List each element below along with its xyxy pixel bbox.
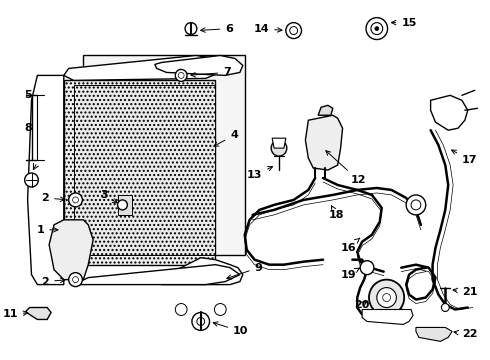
Circle shape: [286, 23, 301, 39]
Text: 5: 5: [24, 90, 32, 100]
Circle shape: [175, 303, 187, 315]
Circle shape: [366, 18, 388, 40]
Text: 7: 7: [191, 67, 231, 77]
Text: 3: 3: [100, 190, 117, 203]
Polygon shape: [362, 310, 413, 324]
Circle shape: [24, 173, 38, 187]
Circle shape: [73, 197, 78, 203]
Text: 17: 17: [452, 150, 477, 165]
Circle shape: [375, 27, 379, 31]
Text: 11: 11: [2, 310, 27, 319]
Polygon shape: [74, 265, 240, 285]
Circle shape: [441, 303, 449, 311]
Text: 10: 10: [213, 322, 248, 336]
Circle shape: [371, 23, 383, 35]
Text: 8: 8: [24, 123, 32, 133]
Text: 14: 14: [254, 24, 282, 33]
Circle shape: [377, 288, 396, 307]
Polygon shape: [416, 328, 452, 341]
Circle shape: [175, 69, 187, 81]
Circle shape: [406, 195, 426, 215]
Circle shape: [178, 72, 184, 78]
Text: 22: 22: [454, 329, 477, 339]
Polygon shape: [118, 195, 132, 215]
Polygon shape: [272, 138, 286, 148]
Circle shape: [73, 276, 78, 283]
Bar: [74, 85, 216, 255]
Polygon shape: [25, 307, 51, 319]
Circle shape: [369, 280, 404, 315]
Text: 13: 13: [247, 167, 272, 180]
Circle shape: [215, 303, 226, 315]
Text: 2: 2: [41, 276, 65, 287]
Polygon shape: [318, 105, 333, 115]
Text: 2: 2: [41, 193, 65, 203]
Text: 1: 1: [36, 225, 58, 235]
Polygon shape: [155, 55, 243, 75]
Circle shape: [197, 318, 205, 325]
Circle shape: [271, 140, 287, 156]
Circle shape: [185, 23, 197, 35]
Bar: [83, 55, 245, 255]
Circle shape: [360, 261, 374, 275]
Polygon shape: [64, 55, 230, 80]
Circle shape: [69, 193, 82, 207]
Circle shape: [118, 200, 127, 210]
Circle shape: [290, 27, 297, 35]
Polygon shape: [162, 258, 243, 285]
Text: 21: 21: [453, 287, 477, 297]
Text: 18: 18: [329, 206, 344, 220]
Text: 4: 4: [214, 130, 238, 146]
Polygon shape: [49, 220, 93, 280]
Text: 16: 16: [341, 238, 360, 253]
Polygon shape: [431, 95, 468, 130]
Text: 12: 12: [326, 151, 366, 185]
Polygon shape: [305, 115, 343, 170]
Polygon shape: [27, 75, 64, 285]
Circle shape: [192, 312, 210, 330]
Text: 15: 15: [392, 18, 416, 28]
Circle shape: [411, 200, 421, 210]
Text: 20: 20: [354, 300, 369, 310]
Text: 6: 6: [201, 24, 233, 33]
Text: 19: 19: [341, 268, 359, 280]
Text: 9: 9: [227, 263, 263, 279]
Circle shape: [69, 273, 82, 287]
Bar: [64, 80, 216, 265]
Circle shape: [383, 293, 391, 302]
